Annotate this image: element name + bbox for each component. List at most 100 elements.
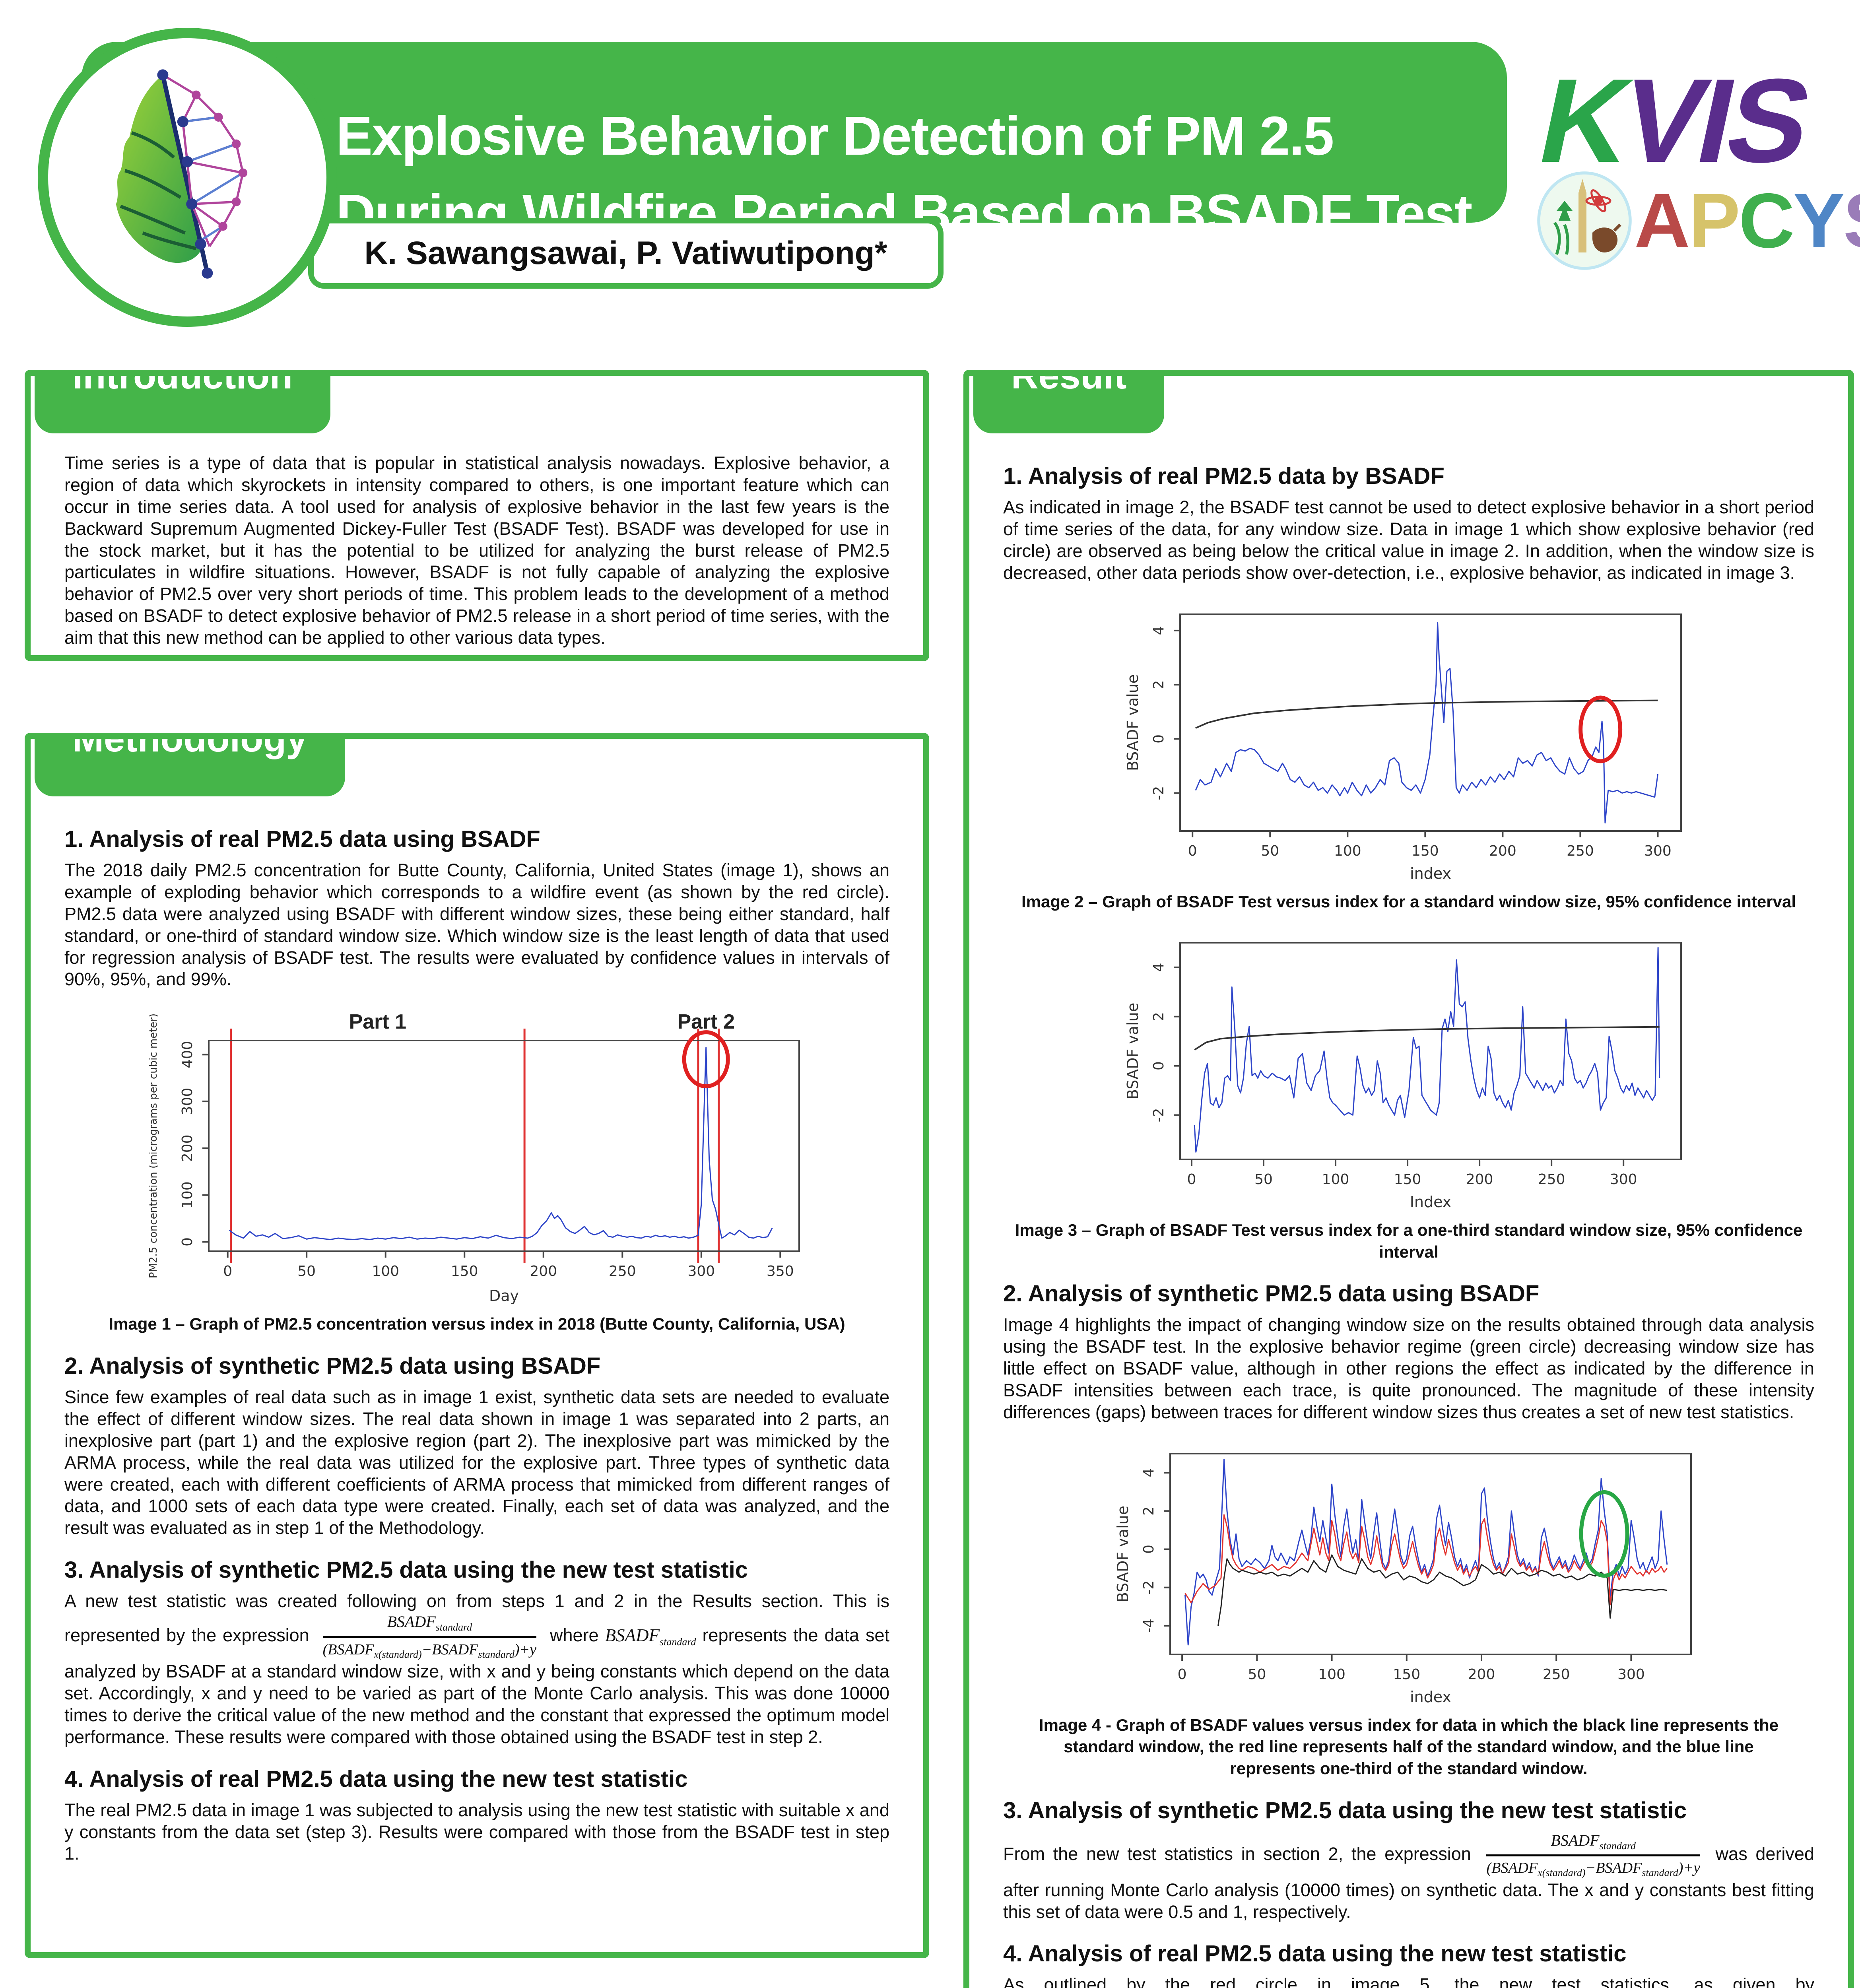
svg-text:100: 100 [1322,1171,1349,1188]
chart-image2: 0 50 100 150 200 250 300 -2 0 2 4 index BSADF value [1124,613,1682,882]
apcys-letters: APCYS [1634,176,1860,265]
svg-text:300: 300 [1644,843,1672,859]
svg-text:250: 250 [1543,1666,1570,1683]
authors: K. Sawangsawai, P. Vatiwutipong* [364,235,887,271]
svg-text:50: 50 [1254,1171,1273,1188]
svg-text:250: 250 [608,1263,636,1279]
leaf-icon [116,69,248,279]
apcys-letter-a: A [1634,177,1690,264]
methodology-p2: Since few examples of real data such as … [64,1386,889,1538]
methodology-p1: The 2018 daily PM2.5 concentration for B… [64,860,889,990]
leaf-network-logo [38,28,337,327]
svg-text:4: 4 [1141,1468,1157,1477]
svg-text:Part 1: Part 1 [349,1010,406,1033]
svg-text:0: 0 [1188,843,1197,859]
svg-text:300: 300 [1610,1171,1637,1188]
methodology-p3-before: A new test statistic was created followi… [64,1591,889,1645]
methodology-heading-2: 2. Analysis of synthetic PM2.5 data usin… [64,1353,601,1379]
svg-text:4: 4 [1151,626,1167,635]
page-title: Explosive Behavior Detection of PM 2.5 D… [336,97,1569,253]
result-heading-1: 1. Analysis of real PM2.5 data by BSADF [1003,463,1445,489]
introduction-body: Time series is a type of data that is po… [64,453,889,648]
methodology-heading-3: 3. Analysis of synthetic PM2.5 data usin… [64,1557,748,1583]
svg-text:PM2.5 concentration (microgram: PM2.5 concentration (micrograms per cubi… [148,1013,159,1278]
methodology-p3-where: where [550,1625,599,1645]
chart-image3: 0 50 100 150 200 250 300 -2 0 2 4 Index BSADF value [1124,942,1682,1211]
svg-text:50: 50 [1261,843,1279,859]
svg-text:300: 300 [179,1088,196,1115]
svg-text:250: 250 [1538,1171,1565,1188]
svg-text:index: index [1410,1688,1451,1706]
chart-image1: 0 50 100 150 200 250 300 350 0 100 200 300 400 Day PM2… [148,1010,800,1305]
caption-image4: Image 4 - Graph of BSADF values versus i… [1039,1715,1779,1778]
methodology-p3-after: represents the data set analyzed by BSAD… [64,1625,889,1747]
svg-text:index: index [1410,865,1451,882]
methodology-p4: The real PM2.5 data in image 1 was subje… [64,1800,889,1864]
apcys-letter-y: Y [1793,177,1845,264]
svg-text:150: 150 [450,1263,478,1279]
svg-text:0: 0 [223,1263,232,1279]
svg-text:200: 200 [1489,843,1516,859]
svg-text:2: 2 [1151,1012,1167,1021]
svg-text:0: 0 [1151,1061,1167,1070]
apcys-letter-p: P [1688,177,1740,264]
result-p4-before: As outlined by the red circle in image 5… [1003,1974,1814,1988]
svg-text:200: 200 [530,1263,557,1279]
apcys-letter-s: S [1843,177,1860,264]
result-p4: As outlined by the red circle in image 5… [1003,1974,1814,1988]
svg-text:2: 2 [1141,1507,1157,1516]
svg-text:4: 4 [1151,963,1167,972]
panel-methodology: Methodology 1. Analysis of real PM2.5 da… [25,733,929,1958]
author-box: K. Sawangsawai, P. Vatiwutipong* [308,218,944,289]
page-title-line1: Explosive Behavior Detection of PM 2.5 [336,105,1334,167]
svg-text:50: 50 [1248,1666,1266,1683]
svg-text:BSADF value: BSADF value [1114,1506,1132,1602]
svg-text:100: 100 [1318,1666,1345,1683]
result-p1: As indicated in image 2, the BSADF test … [1003,497,1814,583]
svg-text:Index: Index [1410,1193,1452,1211]
svg-text:0: 0 [1141,1545,1157,1554]
svg-text:300: 300 [1617,1666,1645,1683]
svg-text:0: 0 [1151,734,1167,743]
methodology-p3: A new test statistic was created followi… [64,1590,889,1748]
svg-text:350: 350 [766,1263,794,1279]
svg-text:BSADF value: BSADF value [1124,1003,1142,1099]
svg-text:300: 300 [687,1263,715,1279]
result-p3-after: was derived after running Monte Carlo an… [1003,1843,1814,1922]
panel-result: Result 1. Analysis of real PM2.5 data by… [963,370,1854,1988]
svg-text:250: 250 [1567,843,1594,859]
tab-methodology: Methodology [35,739,346,796]
result-p3-before: From the new test statistics in section … [1003,1843,1471,1864]
tab-introduction: Introduction [35,376,331,433]
svg-text:200: 200 [1468,1666,1495,1683]
svg-text:Part 2: Part 2 [677,1010,735,1033]
result-p2: Image 4 highlights the impact of changin… [1003,1314,1814,1422]
svg-text:-2: -2 [1151,1108,1167,1122]
svg-text:-2: -2 [1141,1580,1157,1595]
svg-text:50: 50 [297,1263,316,1279]
svg-text:200: 200 [1466,1171,1493,1188]
apcys-emblem-icon [1537,171,1632,270]
formula-new-statistic-result: BSADFstandard (BSADFx(standard)−BSADFsta… [1486,1831,1700,1879]
svg-text:100: 100 [372,1263,399,1279]
svg-text:BSADF value: BSADF value [1124,674,1142,771]
svg-text:150: 150 [1412,843,1439,859]
svg-text:150: 150 [1393,1666,1420,1683]
svg-text:0: 0 [1187,1171,1196,1188]
kvis-vis: VIS [1610,54,1819,187]
methodology-heading-1: 1. Analysis of real PM2.5 data using BSA… [64,826,540,852]
formula-new-statistic: BSADFstandard (BSADFx(standard)−BSADFsta… [322,1613,537,1660]
svg-text:100: 100 [179,1182,196,1209]
caption-image1: Image 1 – Graph of PM2.5 concentration v… [109,1314,845,1334]
svg-text:0: 0 [179,1237,196,1246]
svg-text:-2: -2 [1151,786,1167,800]
methodology-heading-4: 4. Analysis of real PM2.5 data using the… [64,1766,688,1792]
panel-introduction: Introduction Time series is a type of da… [25,370,929,661]
caption-image2: Image 2 – Graph of BSADF Test versus ind… [1021,892,1796,911]
svg-text:400: 400 [179,1041,196,1068]
result-heading-2: 2. Analysis of synthetic PM2.5 data usin… [1003,1281,1540,1307]
svg-text:100: 100 [1334,843,1361,859]
inline-math-bsadf: BSADFstandard [605,1625,696,1648]
caption-image3: Image 3 – Graph of BSADF Test versus ind… [1015,1221,1803,1261]
